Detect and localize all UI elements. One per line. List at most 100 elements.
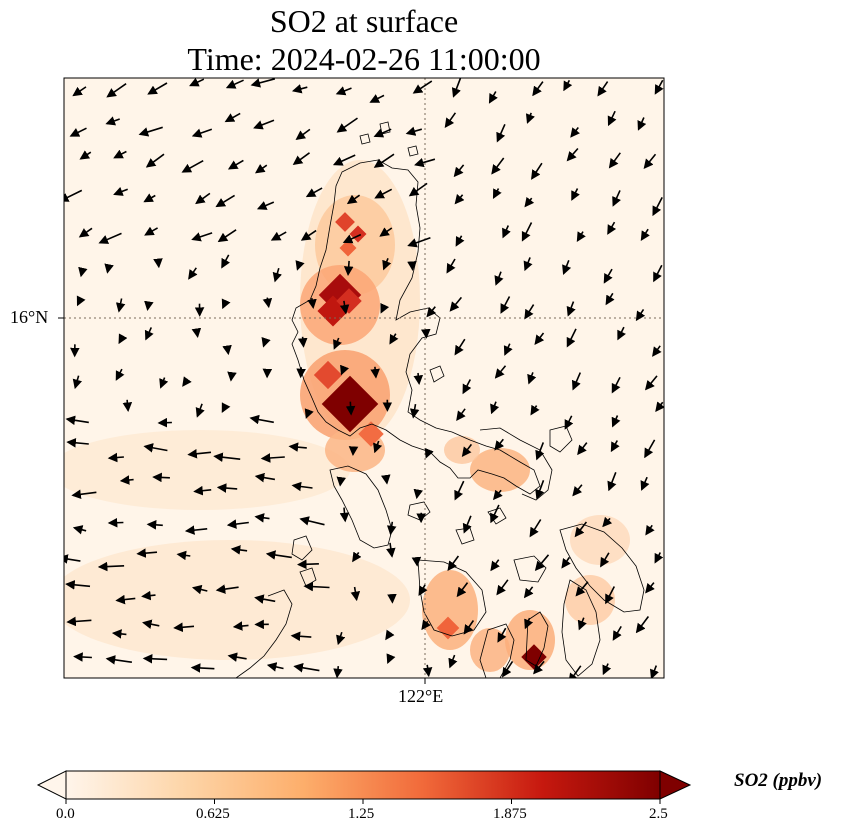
wind-arrow [296, 367, 306, 379]
wind-arrow [97, 561, 125, 572]
wind-arrow [107, 452, 124, 463]
wind-arrow [502, 660, 514, 678]
wind-arrow [106, 83, 127, 98]
wind-arrow [191, 128, 213, 138]
wind-arrow [221, 254, 231, 269]
wind-arrow [221, 402, 231, 414]
wind-arrow [253, 119, 275, 130]
plot-title-line1: SO2 at surface [269, 3, 459, 39]
wind-arrow [333, 337, 342, 350]
wind-arrow [335, 86, 352, 96]
wind-arrow [195, 403, 205, 418]
wind-arrow [412, 80, 433, 94]
wind-arrow [446, 258, 456, 274]
wind-arrow [597, 81, 609, 97]
wind-arrow [136, 548, 158, 558]
wind-arrow [254, 594, 276, 604]
wind-arrow [254, 472, 276, 483]
wind-arrow [531, 162, 543, 180]
wind-arrow [566, 328, 577, 348]
wind-arrow [605, 586, 616, 605]
wind-arrow [570, 127, 580, 138]
wind-arrow [292, 152, 310, 166]
wind-arrow [576, 231, 586, 242]
wind-arrow [451, 78, 462, 98]
wind-arrow [293, 663, 320, 673]
wind-arrow [533, 660, 545, 675]
wind-arrow [389, 333, 399, 345]
wind-arrow [215, 194, 236, 208]
wind-arrow [64, 189, 83, 202]
wind-arrow [382, 258, 392, 271]
wind-arrow [339, 507, 350, 523]
wind-arrow [65, 580, 91, 590]
wind-arrow [491, 157, 505, 175]
wind-arrow [76, 295, 86, 307]
wind-arrow [454, 338, 466, 356]
wind-arrow [529, 519, 542, 538]
wind-arrow [568, 665, 582, 678]
wind-arrow [352, 551, 362, 563]
wind-arrow [534, 332, 545, 345]
map-frame [63, 77, 665, 679]
wind-arrow [184, 525, 208, 535]
wind-arrow [414, 157, 436, 168]
wind-arrow [107, 517, 124, 528]
latitude-label: 16°N [10, 307, 49, 327]
wind-arrow [524, 617, 534, 630]
wind-arrow [454, 193, 465, 205]
wind-arrow [66, 616, 92, 627]
wind-arrow [153, 258, 163, 269]
wind-arrow [340, 364, 349, 376]
wind-arrow [65, 415, 89, 426]
wind-arrow [488, 91, 498, 104]
wind-arrow [640, 476, 650, 491]
wind-arrow [379, 227, 393, 237]
wind-arrow [265, 550, 292, 560]
wind-arrow [421, 619, 431, 631]
wind-arrow [530, 404, 540, 416]
wind-arrow [422, 664, 433, 678]
wind-arrow [288, 442, 307, 452]
wind-arrow [607, 110, 617, 127]
wind-arrow [304, 408, 314, 419]
wind-arrow [176, 550, 191, 561]
wind-arrow [654, 552, 664, 564]
wind-arrow [73, 652, 92, 662]
wind-arrow [607, 472, 617, 492]
wind-arrow [226, 519, 249, 529]
wind-arrow [339, 300, 350, 315]
wind-arrow [215, 584, 239, 594]
wind-arrow [249, 414, 274, 425]
wind-arrow [380, 302, 390, 314]
colorbar-tick-label: 1.875 [493, 806, 527, 822]
wind-arrow [455, 235, 465, 247]
wind-arrow [230, 545, 248, 555]
wind-arrow [118, 333, 128, 345]
wind-arrow [602, 516, 613, 528]
wind-arrow [142, 653, 168, 664]
wind-arrow [98, 232, 122, 244]
wind-arrow [500, 296, 511, 314]
wind-arrow [256, 201, 275, 210]
wind-arrow [424, 447, 434, 459]
wind-arrow [78, 227, 93, 238]
wind-arrow [649, 665, 659, 678]
wind-arrow [187, 448, 212, 459]
wind-arrow [421, 328, 431, 339]
wind-arrow [574, 521, 588, 538]
wind-arrow [345, 401, 356, 416]
wind-arrow [408, 182, 428, 197]
colorbar-title: SO2 (ppbv) [734, 770, 823, 791]
wind-arrow [303, 581, 330, 592]
wind-arrow [295, 260, 305, 271]
wind-arrow [462, 379, 472, 395]
colorbar [36, 770, 692, 804]
wind-arrow [182, 376, 192, 387]
plot-title-line2: Time: 2024-02-26 11:00:00 [187, 41, 541, 77]
wind-arrow [643, 153, 657, 169]
wind-arrow [456, 408, 466, 421]
wind-arrow [409, 403, 420, 419]
wind-arrow [66, 438, 89, 448]
